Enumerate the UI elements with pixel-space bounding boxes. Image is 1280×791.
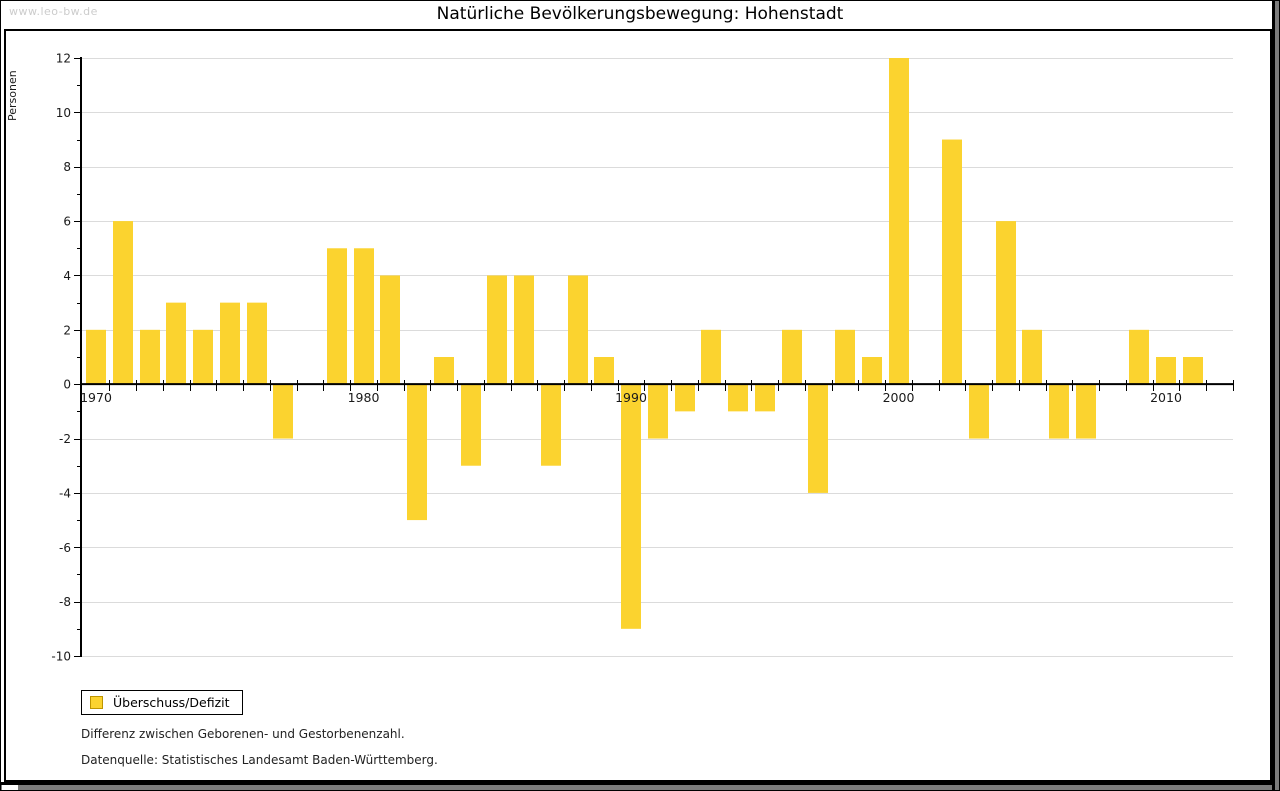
bar-1989 <box>594 357 614 385</box>
y-tick-label: -10 <box>51 650 71 664</box>
bar-1985 <box>487 275 507 385</box>
bar-2011 <box>1183 357 1203 385</box>
x-tick-label: 2000 <box>883 390 915 405</box>
legend-swatch-icon <box>90 696 103 709</box>
bar-1979 <box>327 248 347 385</box>
bar-1970 <box>86 329 106 385</box>
bar-1991 <box>648 384 668 439</box>
bar-2005 <box>1022 329 1042 385</box>
bar-2003 <box>969 384 989 439</box>
bar-2006 <box>1049 384 1069 439</box>
legend-label: Überschuss/Defizit <box>113 695 230 710</box>
bar-1975 <box>220 302 240 385</box>
bar-2000 <box>889 58 909 385</box>
bar-1980 <box>354 248 374 385</box>
bar-2009 <box>1129 329 1149 385</box>
y-tick-label: -4 <box>59 486 71 500</box>
y-tick-label: -6 <box>59 541 71 555</box>
chart-description: Differenz zwischen Geborenen- und Gestor… <box>81 727 405 741</box>
bar-2002 <box>942 139 962 385</box>
watermark: www.leo-bw.de <box>9 5 98 18</box>
x-tick-label: 1980 <box>348 390 380 405</box>
bar-1972 <box>140 329 160 385</box>
bar-2010 <box>1156 357 1176 385</box>
window-shadow-bottom <box>1 782 1272 790</box>
window-shadow-right <box>1272 1 1279 790</box>
y-tick-label: 4 <box>63 269 71 283</box>
bar-1976 <box>247 302 267 385</box>
bar-1984 <box>461 384 481 466</box>
bar-1998 <box>835 329 855 385</box>
bar-1994 <box>728 384 748 412</box>
bar-1981 <box>380 275 400 385</box>
y-tick-label: 0 <box>63 378 71 392</box>
bar-1988 <box>568 275 588 385</box>
bar-1971 <box>113 221 133 385</box>
y-tick-label: 2 <box>63 323 71 337</box>
legend: Überschuss/Defizit <box>81 690 243 715</box>
bar-2007 <box>1076 384 1096 439</box>
bar-1983 <box>434 357 454 385</box>
x-tick-label: 1970 <box>80 390 112 405</box>
bar-1973 <box>166 302 186 385</box>
bar-1987 <box>541 384 561 466</box>
y-tick-label: 6 <box>63 215 71 229</box>
window-shadow-notch <box>2 785 18 790</box>
bar-1982 <box>407 384 427 521</box>
bar-1986 <box>514 275 534 385</box>
bar-1999 <box>862 357 882 385</box>
bar-1992 <box>675 384 695 412</box>
y-tick-label: 8 <box>63 160 71 174</box>
y-tick-label: 12 <box>56 52 71 66</box>
page-title: Natürliche Bevölkerungsbewegung: Hohenst… <box>436 4 844 24</box>
bar-1990 <box>621 384 641 629</box>
x-tick-label: 2010 <box>1150 390 1182 405</box>
bar-1997 <box>808 384 828 493</box>
bar-1974 <box>193 329 213 385</box>
y-tick-label: -8 <box>59 595 71 609</box>
bar-2004 <box>996 221 1016 385</box>
y-tick-label: 10 <box>56 106 71 120</box>
bar-1995 <box>755 384 775 412</box>
data-source: Datenquelle: Statistisches Landesamt Bad… <box>81 753 438 767</box>
y-tick-label: -2 <box>59 432 71 446</box>
bar-1977 <box>273 384 293 439</box>
bar-1993 <box>701 329 721 385</box>
bar-1996 <box>782 329 802 385</box>
x-tick-label: 1990 <box>615 390 647 405</box>
